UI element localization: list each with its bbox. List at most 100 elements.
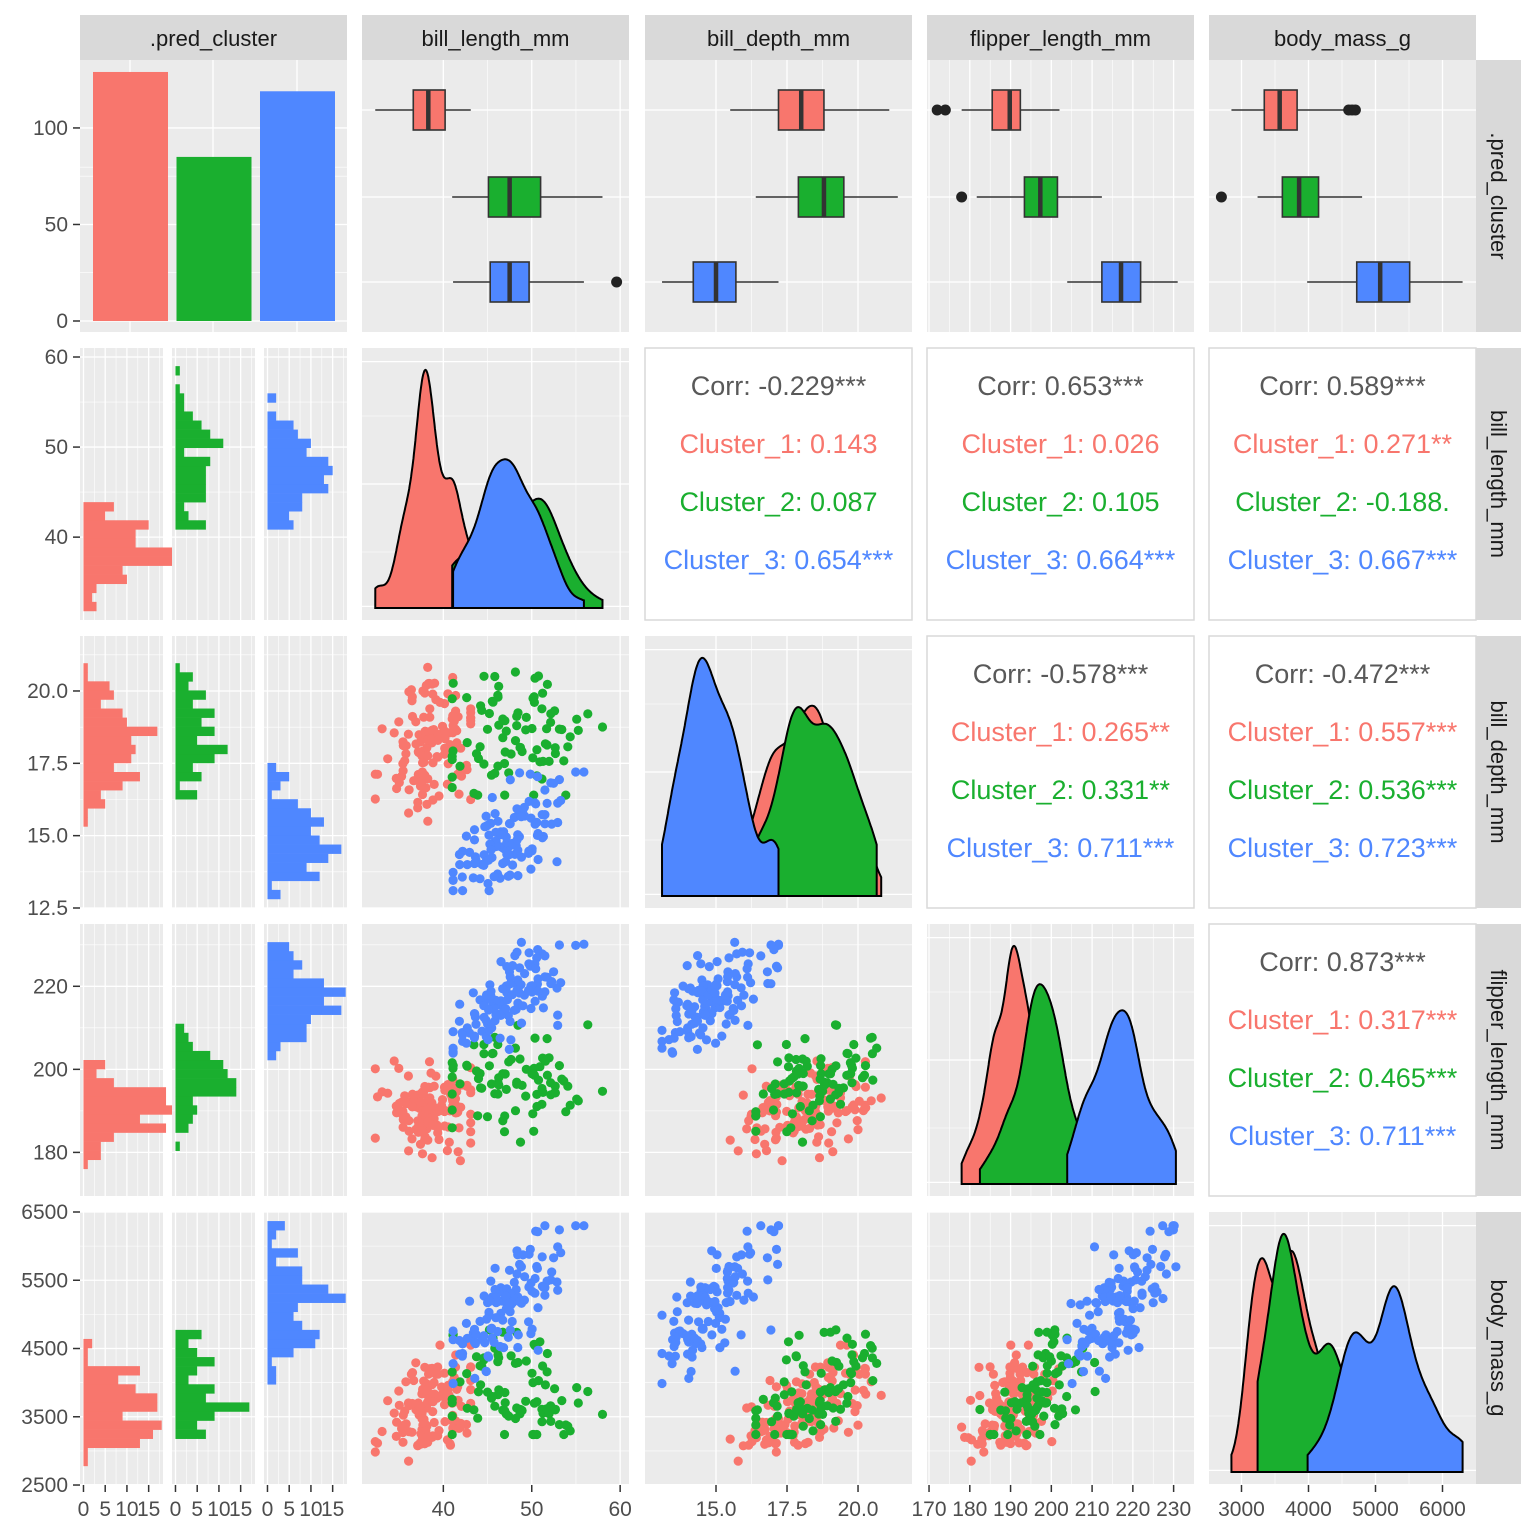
- scatter-point-cluster_3: [685, 1277, 696, 1287]
- scatter-point-cluster_3: [745, 948, 755, 958]
- scatter-point-cluster_2: [851, 1053, 861, 1063]
- scatter-point-cluster_3: [484, 1005, 494, 1015]
- scatter-point-cluster_2: [530, 1033, 540, 1043]
- histogram-bar-cluster_3: [267, 1032, 307, 1043]
- scatter-point-cluster_3: [1148, 1298, 1158, 1308]
- scatter-point-cluster_3: [481, 1015, 491, 1025]
- scatter-point-cluster_1: [401, 1099, 411, 1109]
- scatter-point-cluster_2: [815, 1396, 825, 1406]
- scatter-point-cluster_3: [546, 978, 556, 989]
- scatter-point-cluster_3: [707, 1246, 717, 1256]
- y-tick-label: 40: [45, 526, 68, 549]
- scatter-point-cluster_1: [407, 1368, 418, 1378]
- correlation-cluster_3: Cluster_3: 0.664***: [946, 545, 1176, 575]
- scatter-point-cluster_3: [721, 1019, 731, 1029]
- scatter-point-cluster_3: [448, 1027, 458, 1037]
- scatter-point-cluster_2: [751, 1126, 761, 1136]
- scatter-point-cluster_3: [696, 959, 706, 969]
- scatter-point-cluster_2: [550, 1088, 561, 1098]
- scatter-point-cluster_2: [767, 1083, 777, 1094]
- scatter-point-cluster_2: [500, 1398, 510, 1408]
- scatter-point-cluster_2: [773, 1411, 783, 1421]
- scatter-point-cluster_3: [479, 1331, 489, 1341]
- scatter-point-cluster_2: [447, 1072, 457, 1082]
- scatter-point-cluster_1: [965, 1395, 976, 1405]
- scatter-point-cluster_3: [1160, 1252, 1170, 1262]
- histogram-bar-cluster_2: [175, 762, 193, 773]
- scatter-point-cluster_2: [868, 1075, 878, 1085]
- scatter-point-cluster_2: [565, 1426, 575, 1436]
- scatter-point-cluster_1: [454, 789, 464, 799]
- correlation-cluster_3: Cluster_3: 0.654***: [664, 545, 894, 575]
- scatter-point-cluster_2: [787, 1429, 798, 1440]
- scatter-point-cluster_1: [398, 1110, 408, 1120]
- scatter-point-cluster_1: [370, 1437, 380, 1447]
- scatter-point-cluster_3: [525, 769, 535, 779]
- scatter-point-cluster_3: [1121, 1296, 1131, 1307]
- scatter-point-cluster_2: [779, 1089, 789, 1099]
- box-cluster_1: [991, 89, 1022, 131]
- scatter-point-cluster_2: [583, 1386, 593, 1397]
- scatter-point-cluster_1: [401, 741, 411, 751]
- scatter-point-cluster_1: [370, 1064, 380, 1074]
- scatter-point-cluster_2: [866, 1033, 876, 1043]
- histogram-bar-cluster_1: [83, 529, 136, 539]
- box-cluster_2: [487, 176, 542, 218]
- scatter-point-cluster_2: [482, 724, 493, 734]
- scatter-point-cluster_3: [518, 1001, 528, 1011]
- scatter-point-cluster_3: [530, 819, 540, 829]
- panel-background: [926, 347, 1195, 621]
- scatter-point-cluster_3: [471, 1019, 481, 1029]
- scatter-point-cluster_2: [847, 1078, 857, 1088]
- scatter-point-cluster_2: [448, 678, 458, 688]
- scatter-point-cluster_1: [377, 724, 387, 734]
- scatter-point-cluster_3: [579, 767, 589, 777]
- histogram-bar-cluster_3: [267, 826, 311, 836]
- histogram-bar-cluster_3: [267, 1366, 277, 1376]
- scatter-point-cluster_1: [394, 1386, 404, 1396]
- scatter-point-cluster_3: [743, 1276, 753, 1286]
- scatter-point-cluster_2: [791, 1352, 802, 1362]
- scatter-point-cluster_1: [852, 1116, 862, 1126]
- scatter-point-cluster_3: [692, 1298, 703, 1309]
- scatter-point-cluster_2: [1042, 1387, 1052, 1398]
- histogram-bar-cluster_1: [83, 1348, 88, 1358]
- scatter-point-cluster_3: [540, 785, 550, 795]
- scatter-point-cluster_3: [503, 1332, 513, 1342]
- scatter-point-cluster_1: [407, 1398, 417, 1409]
- histogram-bar-cluster_2: [175, 447, 185, 458]
- scatter-point-cluster_1: [383, 1396, 393, 1406]
- scatter-point-cluster_3: [657, 1025, 667, 1035]
- scatter-point-cluster_2: [521, 1091, 531, 1101]
- scatter-point-cluster_1: [832, 1118, 842, 1128]
- scatter-point-cluster_2: [471, 749, 482, 759]
- histogram-bar-cluster_3: [267, 889, 281, 900]
- histogram-bar-cluster_3: [267, 1005, 342, 1015]
- histogram-bar-cluster_3: [267, 942, 290, 952]
- scatter-point-cluster_3: [556, 1248, 566, 1258]
- scatter-point-cluster_3: [743, 972, 753, 982]
- scatter-point-cluster_3: [469, 1324, 480, 1334]
- row-strip: [1476, 1212, 1521, 1484]
- scatter-point-cluster_1: [806, 1393, 816, 1403]
- scatter-point-cluster_3: [504, 1298, 514, 1309]
- scatter-point-cluster_1: [394, 1063, 404, 1073]
- scatter-point-cluster_1: [427, 725, 437, 735]
- scatter-point-cluster_3: [688, 1345, 698, 1355]
- scatter-point-cluster_3: [693, 951, 703, 961]
- scatter-point-cluster_3: [498, 984, 508, 994]
- scatter-point-cluster_3: [756, 1221, 766, 1231]
- scatter-point-cluster_1: [453, 1147, 463, 1157]
- scatter-point-cluster_2: [510, 667, 520, 677]
- scatter-point-cluster_3: [489, 1337, 499, 1347]
- histogram-bar-cluster_2: [175, 1366, 198, 1376]
- histogram-bar-cluster_3: [267, 1338, 316, 1349]
- scatter-point-cluster_2: [563, 742, 573, 752]
- correlation-overall: Corr: 0.589***: [1259, 371, 1426, 401]
- x-tick-label: 10: [115, 1498, 138, 1521]
- scatter-point-cluster_2: [857, 1073, 868, 1083]
- scatter-point-cluster_3: [533, 986, 543, 996]
- histogram-bar-cluster_3: [267, 456, 329, 467]
- scatter-point-cluster_3: [722, 1273, 732, 1284]
- scatter-point-cluster_3: [1082, 1351, 1092, 1361]
